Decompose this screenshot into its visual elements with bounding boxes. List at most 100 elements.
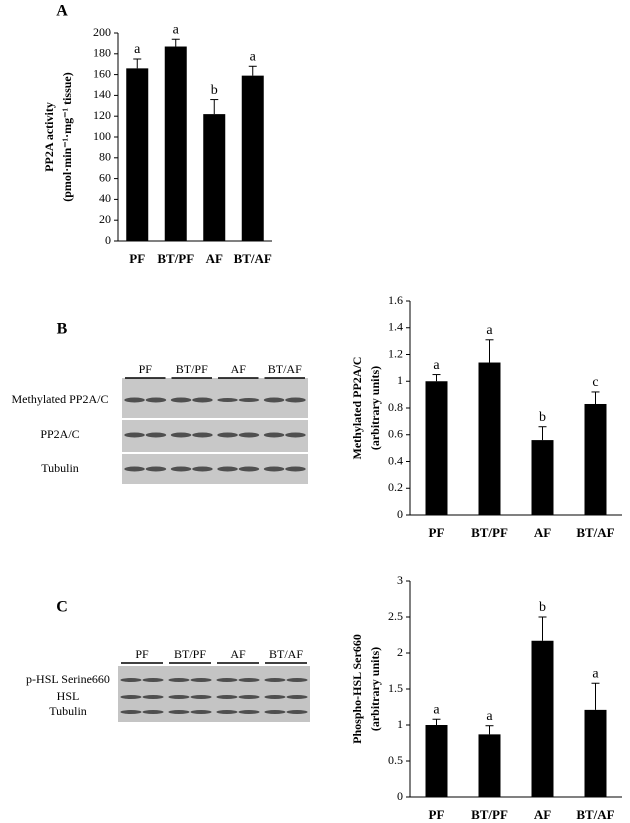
blot-band [217, 398, 238, 402]
blot-band [238, 398, 260, 402]
blot-band [145, 432, 167, 438]
blot-band [263, 432, 285, 438]
annotation: b [211, 83, 218, 98]
blot-band [190, 710, 212, 714]
y-axis-label: (arbitrary units) [368, 366, 382, 450]
blot-band [264, 710, 286, 714]
blot-band [192, 466, 213, 472]
y-tick-label: 3 [397, 573, 403, 587]
annotation: b [539, 600, 546, 615]
lane-label: AF [231, 362, 247, 376]
blot-band [120, 695, 142, 699]
annotation: a [173, 22, 180, 37]
lane-label: BT/PF [176, 362, 208, 376]
annotation: c [592, 375, 598, 390]
panel-label: C [56, 599, 68, 616]
annotation: a [433, 358, 440, 373]
y-tick-label: 0.5 [388, 753, 403, 767]
y-tick-label: 1.4 [388, 320, 403, 334]
blot-band [217, 466, 238, 472]
annotation: a [134, 42, 141, 57]
y-tick-label: 200 [93, 25, 111, 39]
blot-band [216, 678, 238, 682]
blot-band [168, 678, 190, 682]
blot-band [217, 432, 238, 438]
bar [531, 640, 554, 797]
y-tick-label: 140 [93, 87, 111, 101]
blot-band [145, 466, 167, 472]
blot-band [216, 710, 238, 714]
blot-row-label: Methylated PP2A/C [11, 392, 108, 406]
y-tick-label: 0.2 [388, 480, 403, 494]
x-tick-label: PF [129, 251, 145, 266]
y-tick-label: 1.2 [388, 346, 403, 360]
annotation: b [539, 410, 546, 425]
y-axis-label: Methylated PP2A/C [350, 357, 364, 460]
x-tick-label: PF [429, 807, 445, 822]
blot-band [285, 432, 306, 438]
blot-band [216, 695, 238, 699]
annotation: a [592, 666, 599, 681]
blot-row-label: Tubulin [49, 704, 87, 718]
blot-background [122, 378, 308, 484]
y-tick-label: 0 [397, 507, 403, 521]
blot-band [124, 432, 145, 438]
blot-band [168, 695, 190, 699]
panel-label: B [57, 321, 68, 338]
y-tick-label: 1 [397, 373, 403, 387]
bar [241, 75, 264, 241]
blot-band [286, 678, 308, 682]
blot-band [190, 678, 212, 682]
lane-label: BT/PF [174, 647, 206, 661]
blot-band [264, 695, 286, 699]
lane-label: PF [135, 647, 149, 661]
blot-band [285, 397, 306, 403]
lane-label: PF [139, 362, 153, 376]
x-tick-label: BT/AF [576, 525, 614, 540]
blot-band [142, 710, 164, 714]
y-tick-label: 2 [397, 645, 403, 659]
x-tick-label: AF [534, 807, 551, 822]
y-axis-label: Phospho-HSL Ser660 [350, 634, 364, 744]
blot-band [263, 466, 285, 472]
y-tick-label: 0 [397, 789, 403, 803]
blot-band [120, 678, 142, 682]
blot-band [145, 397, 167, 403]
bar [425, 725, 448, 797]
blot-row-label: HSL [57, 689, 80, 703]
y-tick-label: 1 [397, 717, 403, 731]
bar [126, 68, 149, 241]
y-tick-label: 60 [99, 170, 111, 184]
blot-band [142, 695, 164, 699]
annotation: a [486, 709, 493, 724]
annotation: a [250, 49, 257, 64]
blot-band [285, 466, 306, 472]
lane-label: BT/AF [269, 647, 303, 661]
x-tick-label: AF [534, 525, 551, 540]
y-tick-label: 0.8 [388, 400, 403, 414]
y-tick-label: 80 [99, 150, 111, 164]
blot-band [238, 710, 260, 714]
blot-band [124, 466, 145, 472]
y-tick-label: 0 [105, 233, 111, 247]
annotation: a [433, 702, 440, 717]
y-tick-label: 1.5 [388, 681, 403, 695]
blot-row-label: p-HSL Serine660 [26, 672, 110, 686]
y-tick-label: 100 [93, 129, 111, 143]
blot-band [238, 466, 260, 472]
panel-label: A [56, 3, 68, 20]
x-tick-label: BT/AF [576, 807, 614, 822]
bar [164, 46, 187, 241]
blot-band [168, 710, 190, 714]
blot-band [192, 432, 213, 438]
bar [478, 734, 501, 797]
blot-band [238, 432, 260, 438]
y-tick-label: 40 [99, 191, 111, 205]
x-tick-label: BT/PF [157, 251, 194, 266]
bar [584, 403, 607, 515]
x-tick-label: BT/PF [471, 807, 508, 822]
x-tick-label: BT/AF [234, 251, 272, 266]
bar [425, 381, 448, 515]
blot-band [263, 397, 285, 403]
blot-band [170, 466, 192, 472]
